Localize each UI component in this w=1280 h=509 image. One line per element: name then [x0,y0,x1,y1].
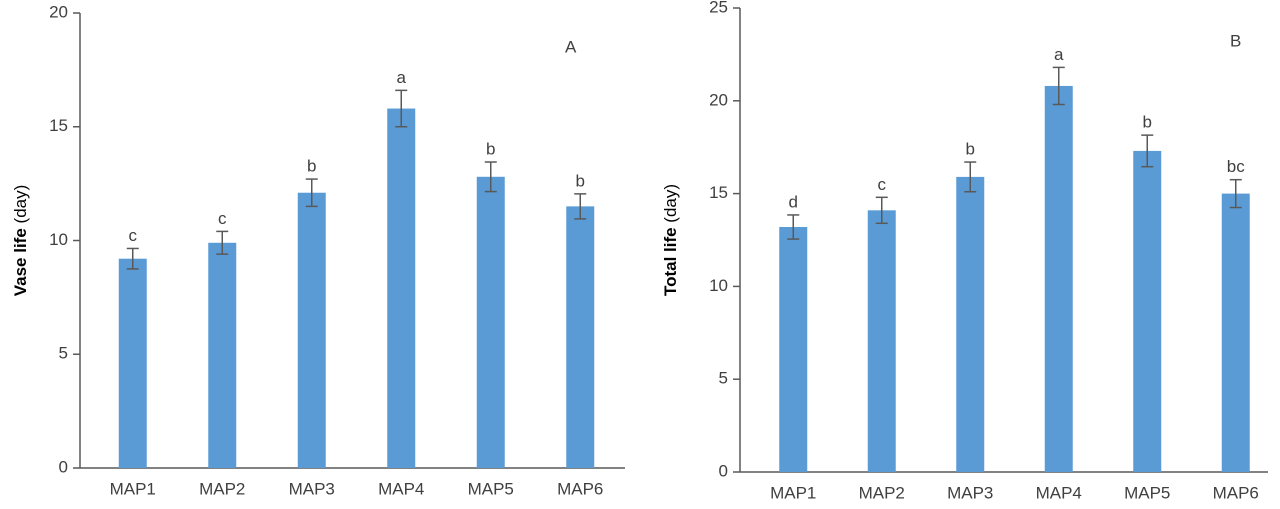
y-axis-label: Vase life (day) [11,185,30,297]
bar [118,258,147,468]
significance-label: b [576,171,585,190]
x-tick-label: MAP2 [859,483,905,502]
y-tick-label: 0 [719,461,728,480]
y-tick-label: 0 [59,457,68,476]
significance-label: b [1143,113,1152,132]
y-tick-label: 10 [709,276,728,295]
y-axis-label: Total life (day) [661,184,680,296]
bar [956,176,985,472]
bar [297,192,326,468]
significance-label: c [218,209,227,228]
bar [867,210,896,472]
significance-label: c [129,226,138,245]
significance-label: b [486,139,495,158]
significance-label: a [1054,45,1064,64]
x-tick-label: MAP5 [468,479,514,498]
y-axis-label-unit: (day) [661,184,680,223]
x-tick-label: MAP1 [770,483,816,502]
significance-label: bc [1227,157,1245,176]
y-axis-label-main: Vase life [11,228,30,296]
bar [387,108,416,469]
y-tick-label: 15 [709,183,728,202]
y-axis-label-main: Total life [661,227,680,296]
y-tick-label: 5 [59,344,68,363]
y-tick-label: 20 [709,90,728,109]
bar [1221,193,1250,472]
bar [1044,85,1073,473]
panel-label: A [565,37,577,56]
y-tick-label: 15 [49,116,68,135]
significance-label: d [789,192,798,211]
significance-label: c [878,175,887,194]
y-tick-label: 25 [709,0,728,16]
significance-label: a [397,68,407,87]
y-axis-label-unit: (day) [11,185,30,224]
chart: 0 5 10 15 20 Vase life (day) Ac MAP1 c MAP2 b MAP3 a… [11,2,625,498]
x-tick-label: MAP1 [110,479,156,498]
x-tick-label: MAP2 [199,479,245,498]
chart: 0 5 10 15 20 25 Total life (day) Bd MAP1 c MAP2 b MA… [661,0,1268,502]
x-tick-label: MAP4 [378,479,424,498]
bar [779,227,808,472]
bar [566,206,595,468]
bar [208,242,237,468]
x-tick-label: MAP5 [1124,483,1170,502]
y-tick-label: 10 [49,230,68,249]
significance-label: b [966,140,975,159]
panel-label: B [1230,31,1241,50]
x-tick-label: MAP3 [289,479,335,498]
significance-label: b [307,157,316,176]
x-tick-label: MAP4 [1036,483,1082,502]
x-tick-label: MAP3 [947,483,993,502]
y-tick-label: 20 [49,2,68,21]
bar [1133,150,1162,473]
x-tick-label: MAP6 [557,479,603,498]
bar [476,176,505,469]
y-tick-label: 5 [719,369,728,388]
x-tick-label: MAP6 [1213,483,1259,502]
